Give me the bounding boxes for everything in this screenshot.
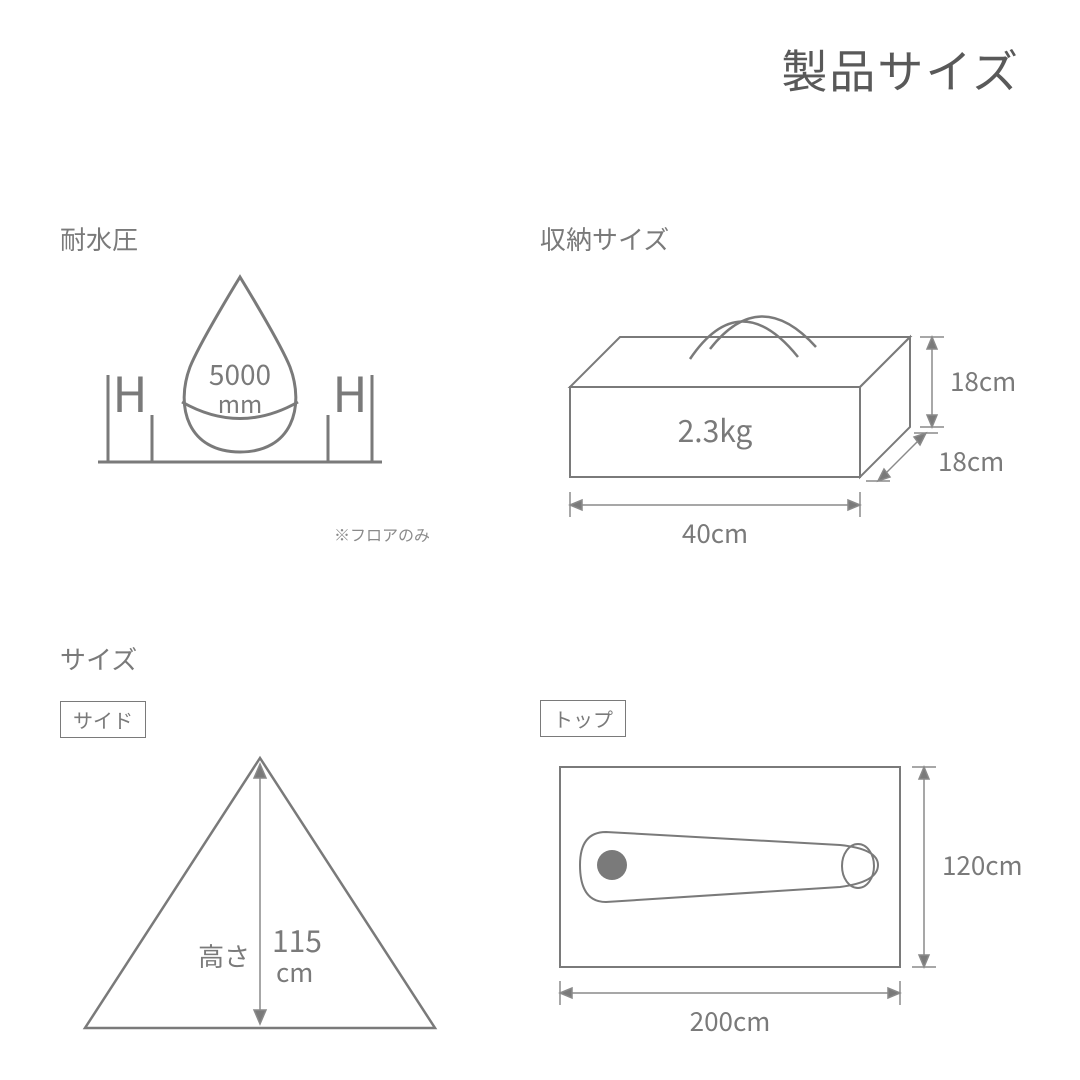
storage-depth-label: 18cm <box>938 442 1004 479</box>
storage-height-label: 18cm <box>950 362 1016 399</box>
waterproof-label: 耐水圧 <box>60 220 480 257</box>
bag-handle-back-icon <box>710 316 816 349</box>
sleeping-bag-icon <box>580 832 878 902</box>
side-height-dim <box>254 764 266 1024</box>
storage-width-label: 40cm <box>682 514 748 551</box>
side-panel: サイズ サイド 高さ 115 cm <box>60 640 480 1063</box>
storage-height-dim <box>920 337 944 427</box>
storage-label: 収納サイズ <box>540 220 1040 257</box>
waterproof-panel: 耐水圧 5000 mm H H ※フロアのみ <box>60 220 480 546</box>
page-title: 製品サイズ <box>781 36 1020 102</box>
waterproof-value-2: mm <box>218 385 262 420</box>
top-panel: トップ 200cm 120cm <box>540 640 1040 1062</box>
storage-depth-dim <box>866 433 938 481</box>
waterproof-letter-right: H <box>333 356 368 426</box>
storage-panel: 収納サイズ 2.3kg 40cm <box>540 220 1040 572</box>
top-width-label: 120cm <box>942 846 1023 883</box>
side-height-word: 高さ <box>198 937 250 974</box>
waterproof-letter-left: H <box>113 356 148 426</box>
storage-diagram: 2.3kg 40cm 18cm 18cm <box>540 257 1040 567</box>
storage-weight: 2.3kg <box>678 407 753 451</box>
waterproof-icon: 5000 mm H H <box>60 257 420 517</box>
size-section-label: サイズ <box>60 640 480 677</box>
side-box-label: サイド <box>60 701 146 738</box>
side-height-value-2: cm <box>276 953 313 990</box>
top-width-dim <box>912 767 936 967</box>
top-length-label: 200cm <box>690 1002 771 1039</box>
waterproof-note: ※フロアのみ <box>60 522 480 546</box>
top-box-label: トップ <box>540 700 626 737</box>
side-view-diagram: 高さ 115 cm <box>60 738 460 1058</box>
top-view-diagram: 200cm 120cm <box>540 737 1040 1057</box>
bag-handle-front-icon <box>690 321 798 359</box>
